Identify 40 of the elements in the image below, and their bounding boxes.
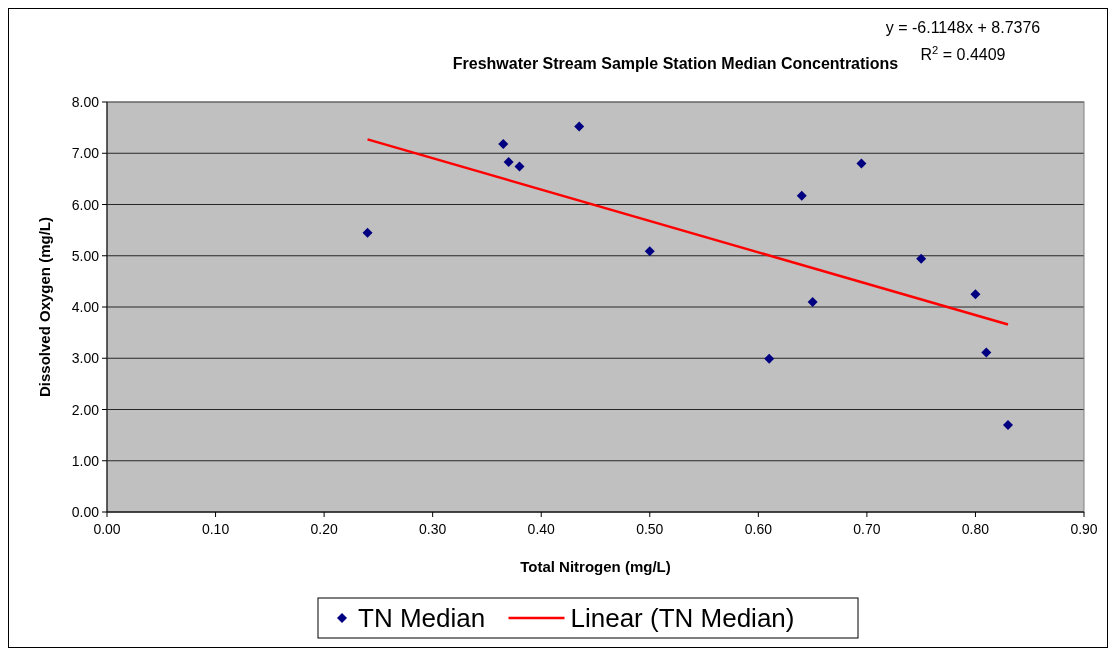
x-tick-label: 0.70 [853, 521, 881, 537]
x-tick-label: 0.60 [744, 521, 773, 537]
y-tick-label: 2.00 [71, 401, 100, 418]
y-tick-label: 8.00 [71, 94, 100, 110]
x-tick-label: 0.10 [201, 521, 230, 537]
point [916, 253, 927, 264]
chart-title: Freshwater Stream Sample Station Median Concentrations [452, 55, 899, 72]
y-axis-title: Dissolved Oxygen (mg/L) [36, 216, 53, 398]
y-tick-label: 1.00 [71, 452, 100, 469]
x-axis-title: Total Nitrogen (mg/L) [520, 558, 671, 575]
legend-label: TN Median [358, 603, 486, 633]
x-tick-label: 0.00 [93, 521, 121, 537]
point [807, 296, 818, 307]
point [764, 353, 775, 364]
point [498, 139, 509, 150]
x-tick-label: 0.90 [1070, 521, 1098, 537]
point [856, 158, 867, 169]
y-tick-label: 6.00 [71, 196, 100, 213]
point [644, 246, 655, 257]
point [1003, 419, 1014, 430]
point [796, 190, 807, 201]
y-tick-label: 0.00 [71, 504, 100, 520]
x-tick-label: 0.80 [961, 521, 990, 537]
point [503, 156, 514, 167]
x-tick-label: 0.20 [310, 521, 338, 537]
point [362, 227, 373, 238]
y-tick-label: 4.00 [71, 299, 100, 315]
y-tick-label: 5.00 [71, 247, 100, 264]
point [981, 347, 992, 358]
legend-label: Linear (TN Median) [570, 603, 795, 633]
point [970, 289, 981, 300]
text: R$^{2}$ = 0.4409 [920, 44, 1006, 63]
text: y = -6.1148x + 8.7376 [885, 19, 1041, 36]
x-tick-label: 0.50 [636, 521, 664, 537]
point [514, 161, 525, 172]
point [574, 121, 585, 132]
x-tick-label: 0.40 [527, 521, 556, 537]
y-tick-label: 7.00 [71, 145, 100, 162]
x-tick-label: 0.30 [419, 521, 447, 537]
y-tick-label: 3.00 [71, 350, 100, 367]
